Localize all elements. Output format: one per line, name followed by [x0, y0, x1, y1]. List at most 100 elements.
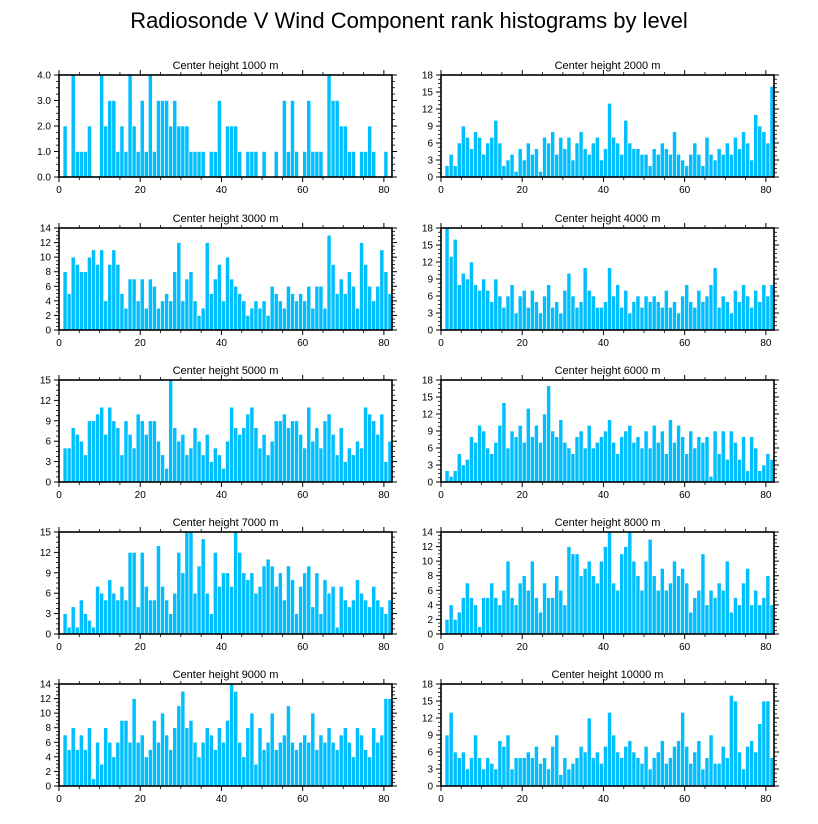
- histogram-bar: [582, 568, 588, 635]
- histogram-bar: [160, 300, 165, 331]
- histogram-bar: [741, 768, 746, 787]
- histogram-bar: [461, 751, 466, 787]
- histogram-bar: [509, 430, 515, 483]
- histogram-bar: [688, 301, 694, 331]
- histogram-bar: [249, 712, 255, 787]
- histogram-bar: [326, 592, 332, 635]
- histogram-bar: [570, 553, 576, 635]
- histogram-bar: [517, 295, 523, 331]
- x-tick-label: 80: [760, 490, 772, 501]
- histogram-bar: [95, 586, 100, 635]
- histogram-bar: [635, 295, 641, 331]
- x-tick-label: 20: [517, 794, 529, 805]
- histogram-bar: [655, 751, 661, 787]
- histogram-bar: [562, 442, 568, 483]
- histogram-bar: [135, 413, 141, 483]
- histogram-bar: [180, 125, 186, 178]
- histogram-bar: [643, 154, 649, 178]
- histogram-bar: [180, 690, 186, 787]
- histogram-bar: [704, 757, 710, 787]
- histogram-bar: [351, 151, 356, 178]
- histogram-bar: [546, 597, 551, 635]
- x-tick-label: 80: [760, 185, 772, 196]
- histogram-bar: [574, 757, 580, 787]
- histogram-bar: [282, 307, 287, 331]
- histogram-bar: [91, 626, 96, 635]
- y-tick-label: 4: [45, 752, 51, 763]
- histogram-bar: [119, 293, 125, 331]
- histogram-bar: [542, 413, 547, 483]
- histogram-bar: [225, 440, 230, 483]
- histogram-bar: [62, 271, 68, 331]
- histogram-bar: [180, 434, 186, 483]
- histogram-bar: [371, 727, 377, 787]
- y-tick-label: 15: [40, 376, 52, 387]
- histogram-bar: [310, 307, 316, 331]
- histogram-bar: [595, 582, 600, 635]
- histogram-bar: [688, 763, 694, 787]
- histogram-bar: [208, 734, 214, 787]
- histogram-bar: [351, 599, 356, 635]
- histogram-bar: [314, 749, 320, 787]
- histogram-panel: Center height 2000 m 0 3 6 9 12 15 18 0 20 40 60 80: [422, 60, 779, 196]
- histogram-bar: [99, 763, 104, 787]
- histogram-bar: [217, 586, 222, 635]
- histogram-bar: [753, 114, 759, 178]
- histogram-bar: [708, 476, 714, 483]
- histogram-bar: [546, 385, 551, 483]
- histogram-bar: [456, 284, 462, 331]
- histogram-bar: [375, 741, 381, 787]
- histogram-bar: [712, 597, 718, 635]
- histogram-bar: [716, 307, 722, 331]
- histogram-bar: [501, 307, 507, 331]
- histogram-bar: [200, 741, 206, 787]
- histogram-bar: [757, 723, 763, 787]
- histogram-bar: [712, 763, 718, 787]
- histogram-bar: [692, 447, 698, 483]
- histogram-bar: [708, 154, 714, 178]
- histogram-bar: [668, 307, 673, 331]
- histogram-bar: [688, 154, 694, 178]
- histogram-bar: [481, 278, 486, 331]
- histogram-bar: [485, 597, 491, 635]
- histogram-bar: [753, 447, 759, 483]
- histogram-bar: [192, 427, 198, 483]
- histogram-bar: [298, 586, 303, 635]
- histogram-bar: [761, 284, 767, 331]
- x-tick-label: 40: [598, 185, 610, 196]
- histogram-bar: [66, 293, 72, 331]
- y-tick-label: 0: [427, 630, 433, 641]
- histogram-bar: [643, 430, 649, 483]
- histogram-bar: [245, 151, 251, 178]
- histogram-bar: [733, 290, 738, 331]
- y-tick-label: 9: [427, 427, 433, 438]
- histogram-bar: [196, 565, 202, 635]
- histogram-bar: [627, 142, 633, 178]
- histogram-bar: [188, 447, 194, 483]
- histogram-bar: [192, 300, 198, 331]
- histogram-bar: [123, 307, 129, 331]
- histogram-bar: [517, 757, 523, 787]
- histogram-bar: [741, 131, 746, 178]
- y-tick-label: 10: [40, 253, 52, 264]
- histogram-bar: [330, 586, 336, 635]
- histogram-bar: [538, 171, 543, 178]
- histogram-bar: [245, 579, 251, 635]
- histogram-bar: [277, 572, 283, 635]
- histogram-bar: [233, 531, 238, 635]
- histogram-bar: [208, 613, 214, 635]
- histogram-bar: [74, 626, 80, 635]
- histogram-bar: [282, 413, 287, 483]
- histogram-bar: [176, 705, 182, 787]
- histogram-bar: [347, 741, 352, 787]
- x-tick-label: 80: [378, 794, 390, 805]
- histogram-bar: [521, 757, 527, 787]
- y-tick-label: 2: [427, 615, 433, 626]
- histogram-bar: [607, 419, 612, 483]
- histogram-bar: [87, 620, 92, 635]
- histogram-bar: [139, 278, 145, 331]
- histogram-bar: [668, 582, 673, 635]
- x-tick-label: 40: [598, 490, 610, 501]
- histogram-bar: [265, 741, 271, 787]
- histogram-bar: [704, 137, 710, 178]
